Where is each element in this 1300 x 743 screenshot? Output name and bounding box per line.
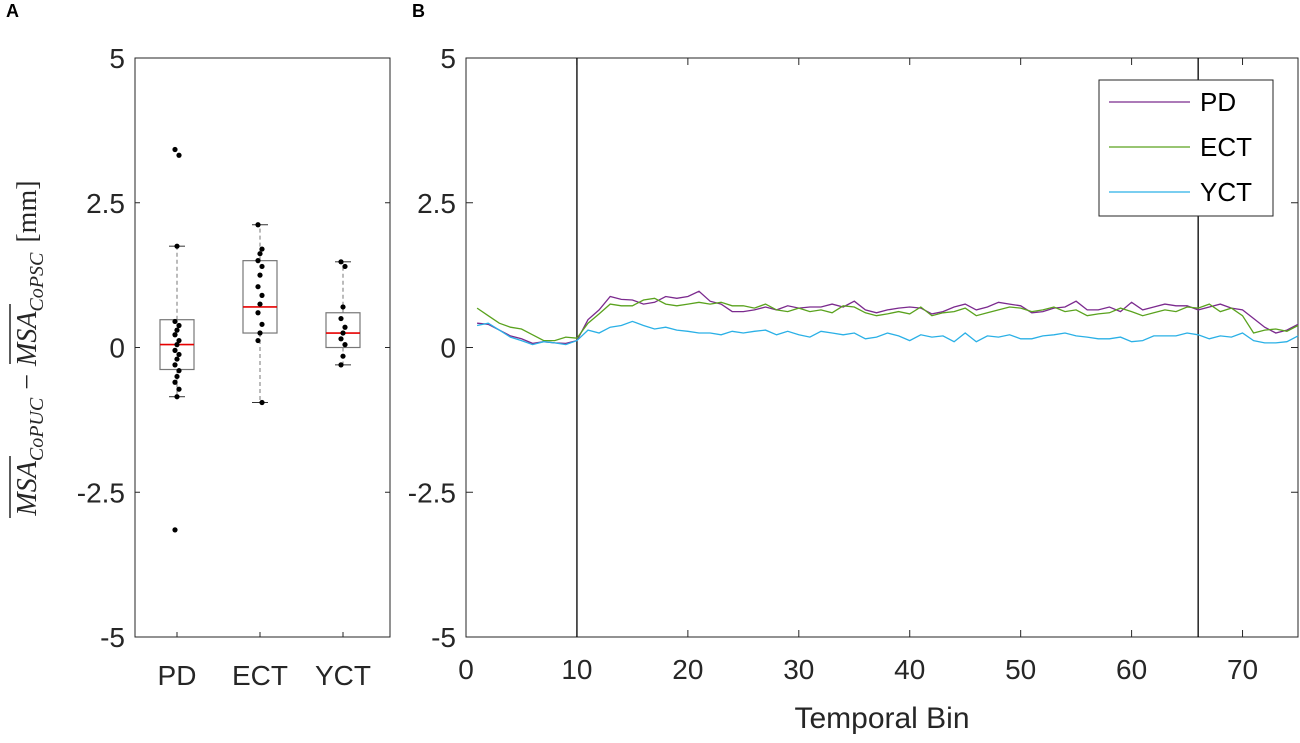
series-line-pd	[477, 290, 1299, 345]
data-point	[174, 394, 180, 400]
ylabel-operator: −	[12, 374, 43, 390]
y-tick-label: 2.5	[417, 188, 456, 219]
box-yct	[325, 259, 361, 368]
iqr-box	[325, 312, 361, 349]
data-point	[172, 318, 178, 325]
legend-box	[1098, 79, 1274, 217]
data-point	[257, 272, 263, 278]
data-point	[338, 259, 344, 265]
data-point	[172, 347, 178, 353]
x-tick-label: 40	[894, 654, 925, 685]
data-point	[342, 342, 348, 348]
y-tick-label: 0	[440, 333, 456, 364]
box-plot-y-label: MSACoPUC−MSACoPSC[mm]	[9, 180, 48, 518]
data-point	[259, 246, 265, 252]
y-tick-label: 5	[109, 43, 125, 74]
data-point	[255, 337, 261, 344]
box-plot-y-ticks: -5 -2.5 0 2.5 5	[77, 43, 390, 653]
data-point	[257, 251, 263, 257]
data-point	[176, 368, 182, 374]
data-point	[172, 332, 178, 338]
data-point	[255, 258, 261, 264]
data-point	[172, 362, 178, 368]
y-tick-label: 2.5	[86, 188, 125, 219]
data-point	[176, 152, 182, 158]
data-point	[340, 330, 346, 336]
data-point	[259, 399, 265, 406]
data-point	[172, 379, 178, 385]
series-line-yct	[476, 320, 1299, 346]
x-tick-label: 0	[458, 654, 474, 685]
legend-label-yct: YCT	[1200, 177, 1252, 207]
data-point	[338, 362, 344, 368]
ylabel-lhs: MSA	[12, 460, 43, 516]
box-plot-boxes	[159, 146, 361, 533]
y-tick-label: -2.5	[77, 477, 125, 508]
data-point	[255, 310, 261, 316]
data-point	[257, 330, 263, 336]
legend-label-ect: ECT	[1200, 132, 1252, 162]
x-tick-label: 30	[783, 654, 814, 685]
data-point	[259, 292, 265, 298]
legend: PD ECT YCT	[1098, 79, 1274, 217]
line-plot-x-ticks: 0 10 20 30 40 50 60 70	[458, 58, 1258, 685]
data-point	[176, 337, 182, 344]
x-tick-label: 10	[561, 654, 592, 685]
x-tick-label: YCT	[315, 660, 371, 691]
box-ect	[242, 222, 278, 406]
data-point	[174, 342, 180, 348]
data-point	[342, 324, 348, 330]
x-tick-label: ECT	[232, 660, 288, 691]
ylabel-lhs-sub: CoPUC	[26, 397, 48, 461]
y-tick-label: 5	[440, 43, 456, 74]
y-tick-label: -5	[100, 622, 125, 653]
x-tick-label: PD	[158, 660, 197, 691]
data-point	[259, 263, 265, 270]
x-tick-label: 20	[672, 654, 703, 685]
data-point	[257, 301, 263, 307]
data-point	[172, 146, 178, 153]
panel-a-letter: A	[6, 1, 19, 21]
data-point	[340, 353, 346, 359]
ylabel-rhs: MSA	[12, 311, 43, 367]
series-line-ect	[476, 297, 1299, 342]
box-pd	[159, 146, 195, 533]
x-tick-label: 70	[1227, 654, 1258, 685]
data-point	[338, 315, 344, 322]
box-plot-panel: -5-2.502.55 PD ECT YCT MSACoPUC−MSACoPSC[m…	[9, 43, 391, 691]
legend-label-pd: PD	[1200, 87, 1236, 117]
y-tick-label: -2.5	[408, 477, 456, 508]
data-point	[259, 321, 265, 327]
line-plot-y-ticks: -5 -2.5 0 2.5 5	[408, 43, 1298, 653]
x-tick-label: 60	[1116, 654, 1147, 685]
data-point	[174, 327, 180, 333]
ylabel-unit: [mm]	[12, 180, 43, 242]
data-point	[176, 351, 182, 358]
data-point	[174, 373, 180, 380]
data-point	[176, 386, 182, 392]
data-point	[342, 263, 348, 270]
data-point	[255, 222, 261, 228]
data-point	[174, 356, 180, 362]
line-plot-x-label: Temporal Bin	[794, 702, 969, 735]
data-point	[176, 322, 182, 329]
panel-b-letter: B	[412, 1, 425, 21]
x-tick-label: 50	[1005, 654, 1036, 685]
line-plot-series	[476, 290, 1299, 346]
y-tick-label: 0	[109, 333, 125, 364]
y-tick-label: -5	[431, 622, 456, 653]
data-point	[174, 243, 180, 249]
data-point	[338, 336, 344, 342]
data-point	[172, 527, 178, 533]
data-point	[340, 304, 346, 310]
ylabel-rhs-sub: CoPSC	[26, 252, 48, 312]
svg-text:MSACoPUC−MSACoPSC[mm]: MSACoPUC−MSACoPSC[mm]	[12, 180, 48, 516]
line-plot-panel: -5 -2.5 0 2.5 5 0 10 20 30 40 50 60 70 Temporal Bin…	[408, 43, 1299, 735]
data-point	[255, 284, 261, 290]
box-plot-x-ticks: PD ECT YCT	[158, 632, 371, 691]
